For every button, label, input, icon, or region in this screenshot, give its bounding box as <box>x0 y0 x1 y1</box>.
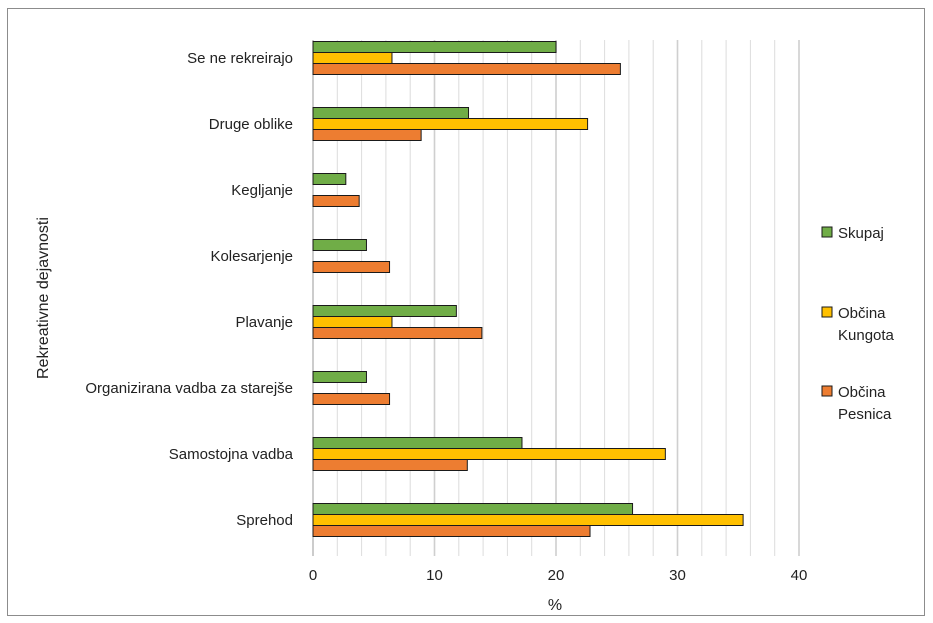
category-label: Se ne rekreirajo <box>187 50 293 67</box>
bar <box>312 525 591 537</box>
bar <box>312 239 367 251</box>
bar <box>312 514 744 526</box>
x-tick-labels: 0 10 20 30 40 <box>309 567 808 584</box>
bar <box>312 305 457 317</box>
category-label: Kegljanje <box>231 182 293 199</box>
legend-label: Skupaj <box>838 225 884 242</box>
bars <box>312 41 744 537</box>
bar <box>312 437 523 449</box>
category-label: Samostojna vadba <box>169 446 294 463</box>
category-label: Plavanje <box>235 314 293 331</box>
x-tick-label: 10 <box>426 567 443 584</box>
category-label: Kolesarjenje <box>210 248 293 265</box>
category-label: Druge oblike <box>209 116 293 133</box>
legend-swatch <box>821 226 833 238</box>
bar <box>312 448 666 460</box>
bar <box>312 41 557 53</box>
bar <box>312 107 470 119</box>
legend-swatch <box>821 385 833 397</box>
bar <box>312 63 621 75</box>
legend-swatch <box>821 306 833 318</box>
x-tick-label: 0 <box>309 567 317 584</box>
bar <box>312 173 347 185</box>
x-tick-label: 30 <box>669 567 686 584</box>
bar <box>312 503 634 515</box>
category-label: Organizirana vadba za starejše <box>85 380 293 397</box>
bar <box>312 129 422 141</box>
bar <box>312 118 589 130</box>
x-tick-label: 40 <box>791 567 808 584</box>
legend-label: Občina <box>838 384 886 401</box>
bar <box>312 52 393 64</box>
legend-label: Kungota <box>838 327 895 344</box>
bar <box>312 459 468 471</box>
x-tick-label: 20 <box>548 567 565 584</box>
bar <box>312 371 367 383</box>
x-axis-title: % <box>548 597 562 614</box>
bar <box>312 316 393 328</box>
legend-label: Občina <box>838 305 886 322</box>
legend: Skupaj Občina Kungota Občina Pesnica <box>821 225 895 423</box>
bar <box>312 261 391 273</box>
y-axis-title: Rekreativne dejavnosti <box>35 217 52 379</box>
legend-label: Pesnica <box>838 406 892 423</box>
bar <box>312 327 483 339</box>
category-label: Sprehod <box>236 512 293 529</box>
bar <box>312 195 360 207</box>
bar <box>312 393 391 405</box>
category-labels: Se ne rekreirajo Druge oblike Kegljanje Kol… <box>85 50 293 529</box>
